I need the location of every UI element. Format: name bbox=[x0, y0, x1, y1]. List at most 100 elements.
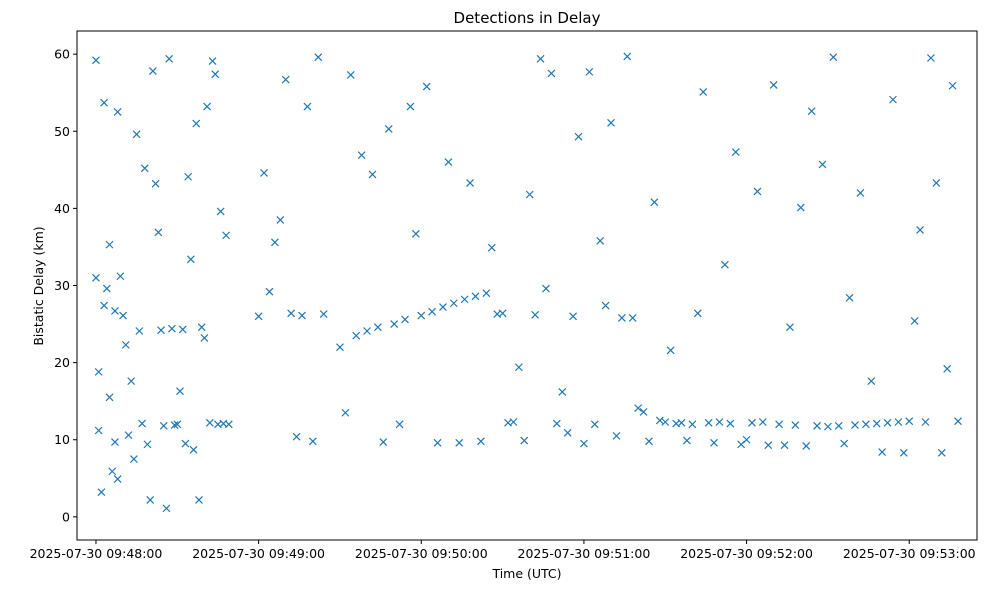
y-tick-label: 20 bbox=[54, 355, 70, 370]
data-point bbox=[894, 418, 903, 426]
data-point bbox=[113, 108, 122, 116]
data-point bbox=[254, 312, 263, 321]
data-point bbox=[758, 418, 767, 426]
data-point bbox=[143, 440, 152, 449]
data-point bbox=[905, 417, 914, 426]
data-point bbox=[167, 324, 176, 333]
data-point bbox=[119, 311, 128, 320]
data-point bbox=[314, 53, 323, 62]
data-point bbox=[276, 216, 285, 224]
data-point bbox=[520, 436, 529, 445]
data-point bbox=[775, 420, 784, 429]
data-point bbox=[823, 422, 832, 431]
data-point bbox=[281, 75, 290, 84]
data-point bbox=[634, 404, 643, 413]
data-point bbox=[780, 441, 789, 450]
data-point bbox=[319, 310, 328, 318]
x-axis: 2025-07-30 09:48:00 2025-07-30 09:49:00 20… bbox=[30, 540, 976, 561]
data-point bbox=[205, 418, 214, 427]
y-axis: 0 10 20 30 40 50 60 bbox=[54, 47, 77, 524]
data-point bbox=[531, 310, 540, 319]
y-axis-label: Bistatic Delay (km) bbox=[31, 226, 46, 345]
data-point bbox=[498, 309, 507, 318]
data-point bbox=[132, 130, 141, 139]
data-point bbox=[623, 52, 632, 61]
data-point bbox=[921, 418, 930, 426]
data-point bbox=[292, 432, 301, 441]
data-point bbox=[764, 441, 773, 450]
data-point bbox=[138, 419, 146, 428]
data-point bbox=[840, 439, 849, 448]
data-point bbox=[390, 320, 399, 328]
data-points bbox=[92, 52, 962, 513]
data-point bbox=[186, 255, 195, 264]
data-point bbox=[509, 418, 518, 426]
data-point bbox=[439, 303, 447, 312]
data-point bbox=[368, 170, 377, 179]
data-point bbox=[726, 419, 735, 428]
data-point bbox=[287, 309, 296, 318]
data-point bbox=[889, 95, 897, 104]
data-point bbox=[105, 240, 114, 249]
data-point bbox=[444, 158, 453, 167]
data-point bbox=[352, 331, 361, 340]
data-point bbox=[121, 340, 130, 349]
data-point bbox=[94, 426, 103, 435]
y-tick-label: 50 bbox=[54, 124, 70, 139]
data-point bbox=[357, 151, 366, 160]
data-point bbox=[433, 438, 442, 447]
data-point bbox=[482, 289, 491, 298]
data-point bbox=[569, 312, 578, 321]
data-point bbox=[184, 172, 193, 181]
data-point bbox=[222, 231, 231, 240]
data-point bbox=[715, 418, 724, 426]
y-tick-label: 30 bbox=[54, 278, 70, 293]
data-point bbox=[720, 260, 729, 269]
data-point bbox=[265, 287, 274, 296]
data-point bbox=[834, 421, 843, 430]
data-point bbox=[460, 295, 469, 304]
data-point bbox=[585, 67, 594, 76]
data-point bbox=[769, 81, 778, 89]
data-point bbox=[655, 416, 664, 425]
data-point bbox=[861, 420, 870, 429]
y-tick-label: 60 bbox=[54, 47, 70, 62]
data-point bbox=[617, 313, 626, 322]
data-point bbox=[731, 148, 740, 157]
data-point bbox=[807, 107, 816, 116]
data-point bbox=[563, 428, 572, 437]
data-point bbox=[547, 69, 556, 78]
data-point bbox=[224, 420, 233, 429]
data-point bbox=[298, 311, 306, 320]
data-point bbox=[487, 243, 496, 252]
data-point bbox=[813, 421, 821, 430]
x-tick-label: 2025-07-30 09:51:00 bbox=[518, 546, 651, 561]
data-point bbox=[211, 70, 220, 79]
data-point bbox=[200, 334, 209, 342]
data-point bbox=[856, 189, 865, 197]
data-point bbox=[216, 207, 225, 216]
data-point bbox=[851, 421, 859, 430]
x-tick-label: 2025-07-30 09:49:00 bbox=[192, 546, 325, 561]
chart-title: Detections in Delay bbox=[454, 9, 601, 27]
data-point bbox=[590, 420, 599, 429]
data-point bbox=[417, 311, 426, 320]
data-point bbox=[926, 54, 935, 62]
data-point bbox=[100, 98, 109, 107]
data-point bbox=[525, 190, 534, 199]
data-point bbox=[208, 57, 217, 66]
data-point bbox=[170, 421, 179, 430]
data-point bbox=[683, 436, 691, 445]
data-point bbox=[102, 284, 111, 293]
data-point bbox=[704, 418, 713, 427]
data-point bbox=[802, 441, 811, 450]
data-point bbox=[146, 495, 155, 504]
data-point bbox=[476, 437, 485, 446]
data-point bbox=[130, 455, 138, 463]
data-point bbox=[878, 448, 887, 457]
plot-frame bbox=[76, 30, 978, 541]
data-point bbox=[162, 504, 171, 513]
data-point bbox=[94, 367, 103, 376]
data-point bbox=[157, 326, 165, 335]
data-point bbox=[612, 431, 621, 440]
